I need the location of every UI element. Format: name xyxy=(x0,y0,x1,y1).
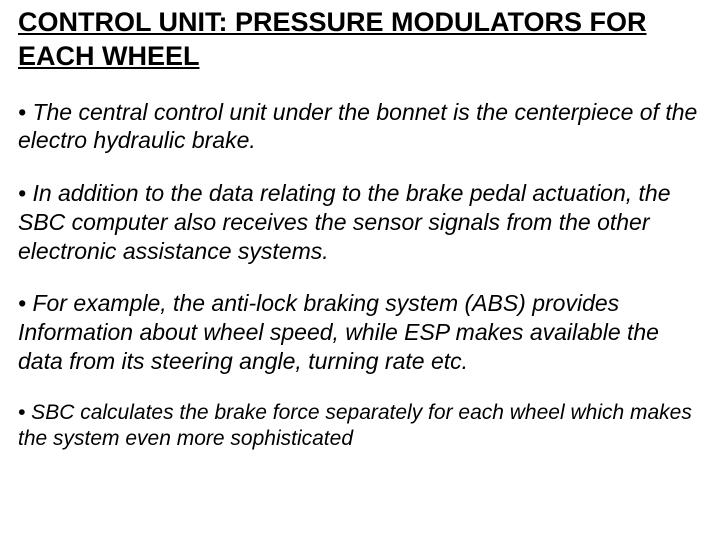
bullet-2: • In addition to the data relating to th… xyxy=(18,179,702,265)
slide-container: CONTROL UNIT: PRESSURE MODULATORS FOR EA… xyxy=(0,0,720,540)
slide-title: CONTROL UNIT: PRESSURE MODULATORS FOR EA… xyxy=(18,6,702,74)
bullet-1: • The central control unit under the bon… xyxy=(18,98,702,156)
bullet-3: • For example, the anti-lock braking sys… xyxy=(18,289,702,375)
bullet-4: • SBC calculates the brake force separat… xyxy=(18,400,702,453)
